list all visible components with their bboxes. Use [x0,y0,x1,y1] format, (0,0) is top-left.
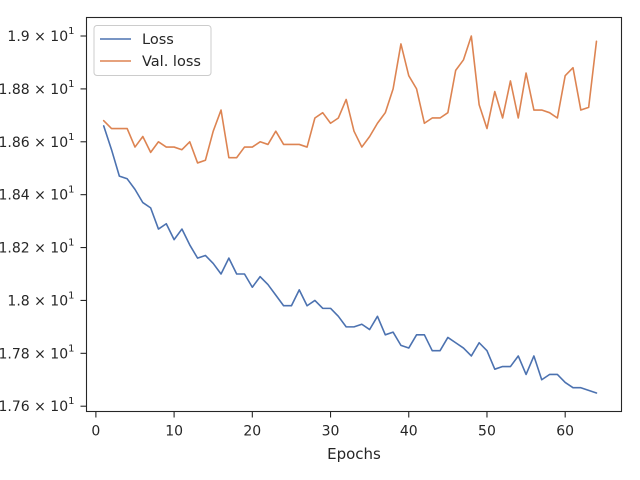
x-axis-label: Epochs [327,445,381,463]
series-line-val-loss [102,35,598,164]
x-tick-label: 20 [243,424,261,440]
y-tick-label: 1.9 × 101 [7,26,74,45]
y-tick-times-ten: × 10 [30,29,68,45]
plot-frame [85,16,623,413]
legend-label-val-loss: Val. loss [142,54,201,70]
x-axis: 0 10 20 30 40 50 60 [91,411,574,440]
x-tick-label: 30 [322,424,340,440]
y-tick-label: 1.78 × 101 [0,343,75,362]
x-tick-label: 40 [400,424,418,440]
y-tick-exponent: 1 [68,396,74,407]
y-tick-exponent: 1 [68,343,74,354]
y-tick-mantissa: 1.9 [7,29,29,45]
y-tick-label: 1.82 × 101 [0,238,75,257]
legend-box [93,25,212,76]
x-tick-label: 50 [478,424,496,440]
y-tick-times-ten: × 10 [30,135,68,151]
y-tick-times-ten: × 10 [30,293,68,309]
y-tick-label: 1.88 × 101 [0,79,75,98]
y-tick-times-ten: × 10 [30,82,68,98]
y-tick-label: 1.86 × 101 [0,132,75,151]
y-tick-times-ten: × 10 [30,241,68,257]
y-tick-label: 1.76 × 101 [0,396,75,415]
y-tick-times-ten: × 10 [30,188,68,204]
y-tick-times-ten: × 10 [30,346,68,362]
y-tick-mantissa: 1.88 [0,82,30,98]
legend: Loss Val. loss [93,25,212,76]
series-line-loss [102,125,598,394]
y-tick-mantissa: 1.76 [0,399,30,415]
x-tick-label: 60 [556,424,574,440]
y-tick-label: 1.8 × 101 [7,290,74,309]
y-tick-exponent: 1 [68,238,74,249]
y-tick-exponent: 1 [68,185,74,196]
y-tick-mantissa: 1.82 [0,241,30,257]
x-tick-label: 10 [165,424,183,440]
y-tick-mantissa: 1.84 [0,188,30,204]
y-tick-exponent: 1 [68,26,74,37]
y-tick-mantissa: 1.78 [0,346,30,362]
y-tick-mantissa: 1.86 [0,135,30,151]
y-tick-label: 1.84 × 101 [0,185,75,204]
y-tick-mantissa: 1.8 [7,293,29,309]
x-tick-label: 0 [91,424,100,440]
series-layer [102,35,598,394]
legend-label-loss: Loss [142,32,174,48]
y-tick-exponent: 1 [68,132,74,143]
y-tick-times-ten: × 10 [30,399,68,415]
y-tick-exponent: 1 [68,79,74,90]
y-tick-exponent: 1 [68,290,74,301]
